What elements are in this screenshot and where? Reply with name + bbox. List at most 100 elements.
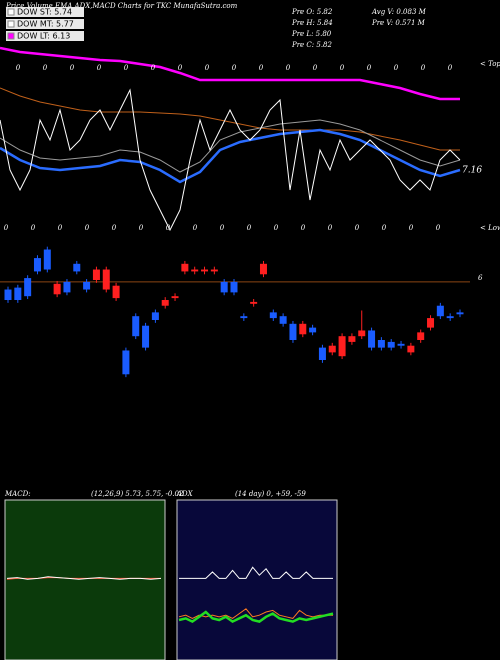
candle-body <box>220 281 228 293</box>
series-line <box>0 87 460 151</box>
candle-body <box>230 281 238 293</box>
candle-body <box>73 263 81 272</box>
candle-body <box>446 316 454 319</box>
candle-body <box>112 285 120 299</box>
last-value-label: 7.16 <box>462 166 482 176</box>
stat: Pre L: 5.80 <box>291 30 332 38</box>
panel-background <box>176 499 338 660</box>
low-marker: 0 <box>139 224 144 232</box>
candle-body <box>14 287 22 300</box>
legend-box <box>6 7 84 17</box>
candle-body <box>63 281 71 293</box>
candle-body <box>407 345 415 353</box>
candle-body <box>132 316 140 337</box>
candle-body <box>240 316 248 319</box>
candle-body <box>328 345 336 353</box>
legend-label: DOW MT: 5.77 <box>17 20 74 29</box>
series-line <box>0 128 461 184</box>
legend-swatch <box>7 8 15 16</box>
panel-subtitle: (12,26,9) 5.73, 5.75, -0.02 <box>91 490 184 498</box>
low-marker: 0 <box>436 224 441 232</box>
stat: Pre V: 0.571 M <box>371 19 426 27</box>
candle-body <box>338 336 346 357</box>
low-marker: 0 <box>355 224 360 232</box>
candle-body <box>191 269 199 272</box>
low-marker: 0 <box>58 224 63 232</box>
candle-body <box>427 318 435 328</box>
series-line <box>178 608 333 619</box>
low-marker: 0 <box>112 224 117 232</box>
candle-body <box>289 323 297 340</box>
top-marker: 0 <box>259 64 264 72</box>
candle-body <box>377 340 385 348</box>
candle-body <box>92 269 100 280</box>
low-marker: 0 <box>382 224 387 232</box>
candle-body <box>201 269 209 272</box>
candle-body <box>259 263 267 275</box>
top-marker: 0 <box>313 64 318 72</box>
candle-body <box>151 312 159 320</box>
candle-body <box>436 305 444 317</box>
top-marker: 0 <box>16 64 21 72</box>
legend-swatch <box>7 32 15 40</box>
low-marker: 0 <box>85 224 90 232</box>
legend-box <box>6 19 84 29</box>
series-line <box>179 566 333 579</box>
candle-body <box>210 269 218 272</box>
legend-label: DOW ST: 5.74 <box>17 8 72 17</box>
low-marker: 0 <box>301 224 306 232</box>
candle-body <box>318 347 326 360</box>
panel-title: MACD: <box>4 490 31 498</box>
page-title: Price,Volume,EMA,ADX,MACD Charts for TKC… <box>5 2 238 10</box>
candle-body <box>348 336 356 342</box>
candle-body <box>417 332 425 340</box>
candle-body <box>279 316 287 324</box>
candle-body <box>387 341 395 348</box>
series-line <box>6 576 162 580</box>
low-marker: 0 <box>4 224 9 232</box>
candle-body <box>171 296 179 299</box>
candle-body <box>43 249 51 270</box>
candle-body <box>456 312 464 315</box>
legend-swatch <box>7 20 15 28</box>
candle-body <box>24 278 32 297</box>
top-marker: 0 <box>178 64 183 72</box>
stat: Pre C: 5.82 <box>291 41 332 49</box>
low-marker: 0 <box>166 224 171 232</box>
candle-body <box>4 289 12 300</box>
candle-body <box>53 283 61 295</box>
candle-body <box>299 323 307 335</box>
series-line <box>0 46 460 101</box>
top-marker: 0 <box>232 64 237 72</box>
candle-body <box>250 301 258 304</box>
top-marker: 0 <box>70 64 75 72</box>
top-marker: 0 <box>151 64 156 72</box>
top-marker: 0 <box>367 64 372 72</box>
candle-body <box>358 330 366 337</box>
low-marker: 0 <box>31 224 36 232</box>
tops-label: < Tops <box>480 60 500 68</box>
series-line <box>178 610 334 624</box>
low-marker: 0 <box>220 224 225 232</box>
stat: Avg V: 0.083 M <box>371 8 427 16</box>
low-marker: 0 <box>247 224 252 232</box>
legend-box <box>6 31 84 41</box>
top-marker: 0 <box>205 64 210 72</box>
panel-title: ADX <box>176 490 194 498</box>
candle-body <box>309 327 317 333</box>
top-marker: 0 <box>421 64 426 72</box>
top-marker: 0 <box>124 64 129 72</box>
series-line <box>0 119 461 173</box>
candle-body <box>368 330 376 348</box>
stat: Pre O: 5.82 <box>291 8 333 16</box>
panel-subtitle: (14 day) 0, +59, -59 <box>235 490 306 498</box>
top-marker: 0 <box>43 64 48 72</box>
panel-background <box>4 499 166 660</box>
candle-body <box>269 312 277 319</box>
candle-body <box>161 300 169 306</box>
top-marker: 0 <box>448 64 453 72</box>
candle-body <box>181 263 189 272</box>
price-level-label: 6 <box>478 274 483 282</box>
candle-body <box>83 281 91 290</box>
legend-label: DOW LT: 6.13 <box>17 32 70 41</box>
